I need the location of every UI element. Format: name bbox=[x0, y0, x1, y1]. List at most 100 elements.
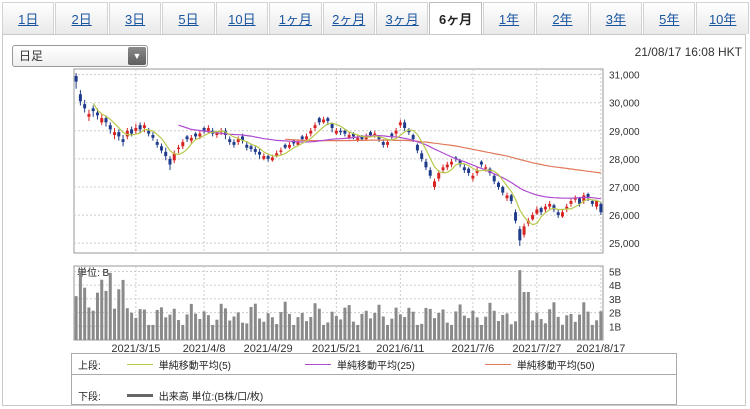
volume-tick-label: 2B bbox=[609, 309, 622, 320]
candle-body bbox=[560, 212, 564, 217]
candle-body bbox=[198, 133, 202, 137]
legend-lower-label: 下段: bbox=[78, 391, 101, 403]
volume-bar bbox=[317, 308, 321, 340]
price-tick-label: 27,000 bbox=[609, 183, 640, 194]
legend-volume-label: 出来高 単位:(B株/口/枚) bbox=[158, 391, 264, 403]
candle-body bbox=[313, 125, 317, 128]
candle-body bbox=[100, 118, 104, 123]
volume-bar bbox=[194, 313, 198, 340]
ma25-series-line bbox=[178, 124, 601, 200]
candle-body bbox=[147, 130, 151, 134]
legend-lower-row: 下段: 出来高 単位:(B株/口/枚) bbox=[78, 388, 271, 403]
volume-bar bbox=[83, 287, 87, 340]
volume-bar bbox=[462, 315, 466, 340]
candle-body bbox=[309, 130, 313, 134]
candle-body bbox=[172, 153, 176, 161]
tab-9[interactable]: 1年 bbox=[482, 2, 536, 34]
candle-body bbox=[386, 142, 390, 145]
ma5-series-line bbox=[92, 102, 602, 226]
candle-body bbox=[151, 135, 155, 138]
candle-body bbox=[595, 201, 599, 207]
legend-upper-row: 上段: 単純移動平均(5) 単純移動平均(25) 単純移動平均(50) bbox=[78, 357, 603, 372]
candle-body bbox=[317, 118, 321, 123]
tab-10[interactable]: 2年 bbox=[536, 2, 589, 34]
candle-body bbox=[471, 175, 475, 179]
volume-bar bbox=[360, 313, 364, 340]
ma50-series-line bbox=[285, 138, 601, 174]
volume-bar bbox=[108, 272, 112, 340]
tab-3[interactable]: 5日 bbox=[162, 2, 215, 34]
volume-bar bbox=[599, 311, 603, 340]
volume-bar bbox=[595, 320, 599, 340]
interval-select[interactable]: 日足 ▼ bbox=[12, 45, 148, 67]
candle-body bbox=[351, 133, 355, 137]
candle-body bbox=[296, 142, 300, 145]
volume-bar bbox=[492, 310, 496, 340]
candle-body bbox=[270, 157, 274, 161]
volume-bar bbox=[211, 324, 215, 340]
volume-bar bbox=[305, 321, 308, 340]
ma50-line-icon bbox=[484, 363, 511, 365]
candle-body bbox=[364, 136, 368, 140]
tab-13[interactable]: 10年 bbox=[696, 2, 749, 34]
candle-body bbox=[535, 209, 539, 214]
volume-bar bbox=[381, 316, 385, 340]
candle-body bbox=[518, 229, 522, 241]
candle-body bbox=[415, 144, 419, 151]
volume-bar bbox=[253, 303, 257, 340]
candle-body bbox=[177, 147, 181, 150]
candle-body bbox=[432, 181, 436, 187]
volume-bar bbox=[394, 307, 398, 340]
candle-body bbox=[142, 125, 146, 128]
volume-bar bbox=[475, 317, 479, 340]
tab-0[interactable]: 1日 bbox=[2, 2, 55, 34]
candle-body bbox=[586, 194, 590, 199]
volume-bar bbox=[373, 312, 377, 340]
volume-bar bbox=[236, 312, 240, 340]
tab-2[interactable]: 3日 bbox=[108, 2, 162, 34]
candle-body bbox=[573, 198, 577, 200]
tab-1[interactable]: 2日 bbox=[55, 2, 108, 34]
candle-body bbox=[539, 208, 543, 213]
candle-body bbox=[206, 127, 210, 131]
volume-bar bbox=[411, 311, 415, 340]
volume-bar bbox=[206, 315, 210, 340]
tab-7[interactable]: 3ヶ月 bbox=[375, 2, 429, 34]
timestamp: 21/08/17 16:08 HKT bbox=[634, 45, 742, 59]
candle-body bbox=[95, 112, 99, 116]
volume-bar bbox=[565, 315, 569, 340]
candle-body bbox=[168, 158, 172, 165]
volume-bar bbox=[266, 313, 270, 340]
candle-body bbox=[125, 130, 129, 137]
chart-legend: 上段: 単純移動平均(5) 単純移動平均(25) 単純移動平均(50) 下段: … bbox=[71, 353, 677, 405]
volume-bar bbox=[292, 324, 296, 340]
tab-8[interactable]: 6ヶ月 bbox=[429, 2, 482, 34]
candle-body bbox=[215, 132, 219, 136]
tab-6[interactable]: 2ヶ月 bbox=[322, 2, 375, 34]
volume-bar bbox=[424, 307, 428, 340]
x-tick-label: 2021/8/17 bbox=[576, 343, 625, 355]
tab-12[interactable]: 5年 bbox=[643, 2, 696, 34]
volume-tick-label: 3B bbox=[609, 295, 622, 306]
tab-5[interactable]: 1ヶ月 bbox=[269, 2, 322, 34]
candle-body bbox=[108, 125, 112, 130]
volume-bar bbox=[164, 317, 168, 340]
volume-bar bbox=[296, 317, 300, 340]
volume-bar bbox=[445, 322, 449, 340]
candle-body bbox=[334, 130, 338, 134]
volume-bar bbox=[125, 308, 129, 340]
candle-body bbox=[377, 136, 381, 140]
volume-bar-icon bbox=[126, 393, 153, 397]
candle-body bbox=[492, 175, 496, 182]
candle-body bbox=[300, 136, 304, 140]
chevron-down-icon[interactable]: ▼ bbox=[128, 47, 146, 65]
candle-body bbox=[420, 153, 424, 159]
volume-bar bbox=[151, 324, 155, 340]
tab-11[interactable]: 3年 bbox=[589, 2, 643, 34]
volume-bar bbox=[548, 309, 552, 340]
volume-bar bbox=[437, 312, 441, 340]
tab-4[interactable]: 10日 bbox=[215, 2, 269, 34]
candle-body bbox=[189, 137, 193, 141]
candle-body bbox=[83, 104, 87, 109]
volume-bar bbox=[398, 314, 402, 340]
